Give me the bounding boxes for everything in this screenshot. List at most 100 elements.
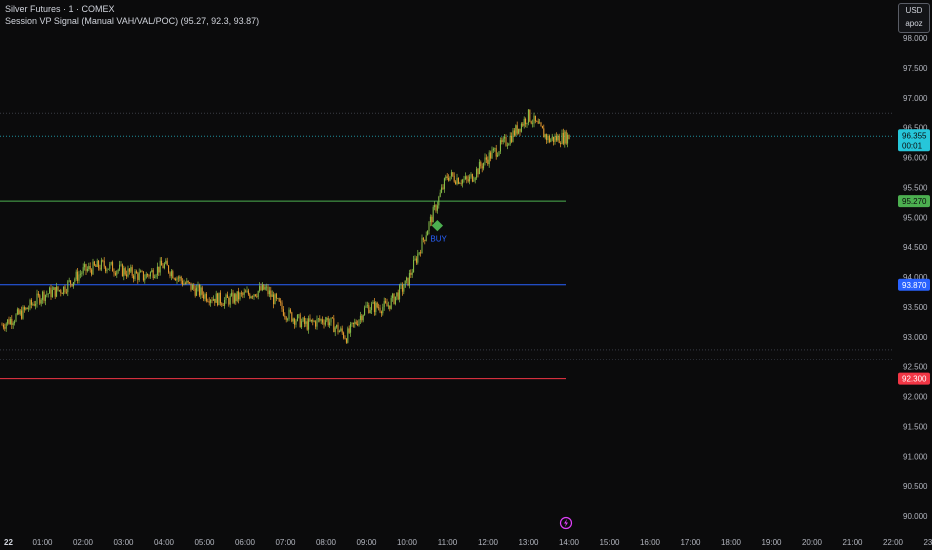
candle-body — [28, 308, 30, 310]
candle-body — [151, 270, 153, 273]
candle-body — [243, 291, 245, 295]
candle-body — [281, 302, 283, 310]
candle-body — [567, 134, 569, 144]
candle-body — [247, 290, 249, 295]
candle-body — [135, 271, 137, 274]
candle-body — [68, 280, 70, 282]
candle-body — [477, 168, 479, 175]
candle-body — [428, 222, 430, 231]
candle-body — [65, 292, 67, 293]
candle-body — [86, 269, 88, 271]
candle-body — [485, 157, 487, 160]
candle-body — [63, 286, 65, 294]
time-axis-tick: 04:00 — [154, 538, 175, 547]
candle-body — [557, 135, 559, 141]
candle-body — [550, 139, 552, 143]
time-axis-tick: 22:00 — [883, 538, 904, 547]
candle-body — [278, 298, 280, 302]
candle-body — [522, 123, 524, 126]
candle-body — [406, 277, 408, 281]
candle-body — [11, 319, 13, 325]
candle-body — [484, 157, 486, 163]
price-axis-tick: 94.000 — [903, 273, 928, 282]
vah-price-label: 95.270 — [902, 197, 927, 206]
candle-body — [106, 269, 108, 272]
candle-body — [411, 272, 413, 275]
candle-body — [501, 140, 503, 143]
candle-body — [312, 319, 314, 322]
currency-unit-selector[interactable]: USD apoz — [898, 3, 930, 33]
candle-body — [568, 134, 570, 140]
buy-signal-marker[interactable] — [431, 219, 444, 232]
candle-body — [529, 109, 531, 122]
candle-body — [387, 305, 389, 307]
candle-body — [19, 310, 21, 315]
candle-body — [399, 285, 401, 300]
candle-body — [191, 284, 193, 290]
candle-body — [207, 300, 209, 302]
candle-body — [303, 317, 305, 324]
candle-body — [103, 260, 105, 267]
candle-body — [421, 237, 423, 254]
candle-body — [74, 279, 76, 283]
time-axis-tick: 11:00 — [438, 538, 458, 547]
candle-body — [12, 323, 14, 325]
candle-body — [546, 134, 548, 141]
candle-body — [215, 293, 217, 303]
candle-body — [267, 286, 269, 295]
candle-body — [26, 307, 28, 310]
candle-body — [77, 271, 79, 281]
candle-body — [348, 328, 350, 333]
candle-body — [16, 309, 18, 315]
candle-body — [116, 271, 118, 275]
candle-body — [404, 280, 406, 288]
candle-body — [277, 298, 279, 299]
time-axis-tick: 20:00 — [802, 538, 823, 547]
candle-body — [7, 319, 9, 324]
candle-body — [149, 272, 151, 277]
candle-body — [375, 302, 377, 313]
candle-body — [245, 291, 247, 293]
candle-body — [126, 274, 128, 277]
candle-body — [107, 268, 109, 270]
bar-countdown-label: 00:01 — [902, 141, 923, 150]
candle-body — [37, 293, 39, 296]
candle-body — [350, 323, 352, 333]
poc-price-label: 93.870 — [902, 281, 927, 290]
candle-body — [124, 268, 126, 275]
candle-body — [418, 252, 420, 254]
candle-body — [410, 273, 412, 275]
candle-body — [305, 321, 307, 324]
candle-body — [141, 271, 143, 272]
candle-body — [261, 284, 263, 291]
symbol-title[interactable]: Silver Futures · 1 · COMEX — [5, 4, 115, 14]
candle-body — [505, 137, 507, 146]
indicator-legend[interactable]: Session VP Signal (Manual VAH/VAL/POC) (… — [5, 16, 260, 26]
candle-body — [280, 301, 282, 303]
candle-body — [154, 277, 156, 278]
candle-body — [512, 130, 514, 142]
candle-body — [242, 293, 244, 295]
time-axis-tick: 12:00 — [478, 538, 499, 547]
candle-body — [460, 183, 462, 184]
price-axis-tick: 98.000 — [903, 34, 928, 43]
candle-body — [5, 323, 7, 329]
price-axis-tick: 93.000 — [903, 333, 928, 342]
candle-body — [43, 291, 45, 301]
candle-body — [473, 180, 475, 182]
candle-body — [224, 300, 226, 306]
candle-body — [420, 252, 422, 254]
candle-body — [130, 267, 132, 272]
candle-body — [469, 176, 471, 182]
candle-body — [58, 290, 60, 291]
candle-body — [330, 317, 332, 323]
candle-body — [506, 145, 508, 147]
candle-body — [50, 287, 52, 297]
time-axis-tick: 23:00 — [923, 538, 932, 547]
time-axis-tick: 21:00 — [842, 538, 863, 547]
candle-body — [46, 294, 48, 295]
flash-icon[interactable] — [559, 516, 573, 530]
candle-body — [478, 161, 480, 175]
candle-body — [417, 253, 419, 263]
